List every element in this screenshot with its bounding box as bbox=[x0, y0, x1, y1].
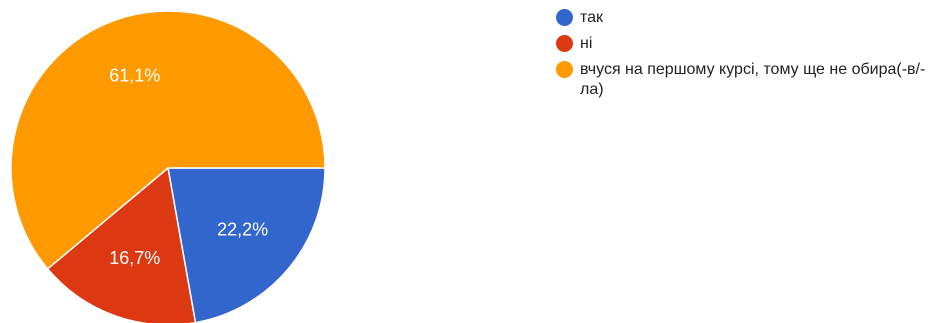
pie-slice-1[interactable] bbox=[46, 166, 197, 323]
pie-slice-labels: 22,2% 16,7% 61,1% bbox=[109, 65, 268, 268]
legend-label: так bbox=[580, 9, 604, 26]
pie-slice-label-0: 22,2% bbox=[217, 219, 268, 239]
legend-color-dot bbox=[556, 61, 573, 78]
legend-label: ні bbox=[580, 35, 593, 52]
pie-slice-label-2: 61,1% bbox=[109, 65, 160, 85]
legend: так ні вчуся на першому курсі, тому ще н… bbox=[556, 8, 946, 106]
pie-slice-label-1: 16,7% bbox=[109, 248, 160, 268]
pie-slice-2[interactable] bbox=[10, 10, 326, 270]
legend-color-dot bbox=[556, 9, 573, 26]
pie-slices bbox=[10, 10, 326, 323]
legend-color-dot bbox=[556, 35, 573, 52]
legend-item-ni[interactable]: ні bbox=[556, 34, 946, 54]
legend-label: вчуся на першому курсі, тому ще не обира… bbox=[580, 61, 926, 98]
pie-chart: 22,2% 16,7% 61,1% bbox=[10, 10, 326, 323]
legend-item-first-year[interactable]: вчуся на першому курсі, тому ще не обира… bbox=[556, 60, 946, 100]
pie-slice-0[interactable] bbox=[167, 167, 326, 323]
legend-item-tak[interactable]: так bbox=[556, 8, 946, 28]
